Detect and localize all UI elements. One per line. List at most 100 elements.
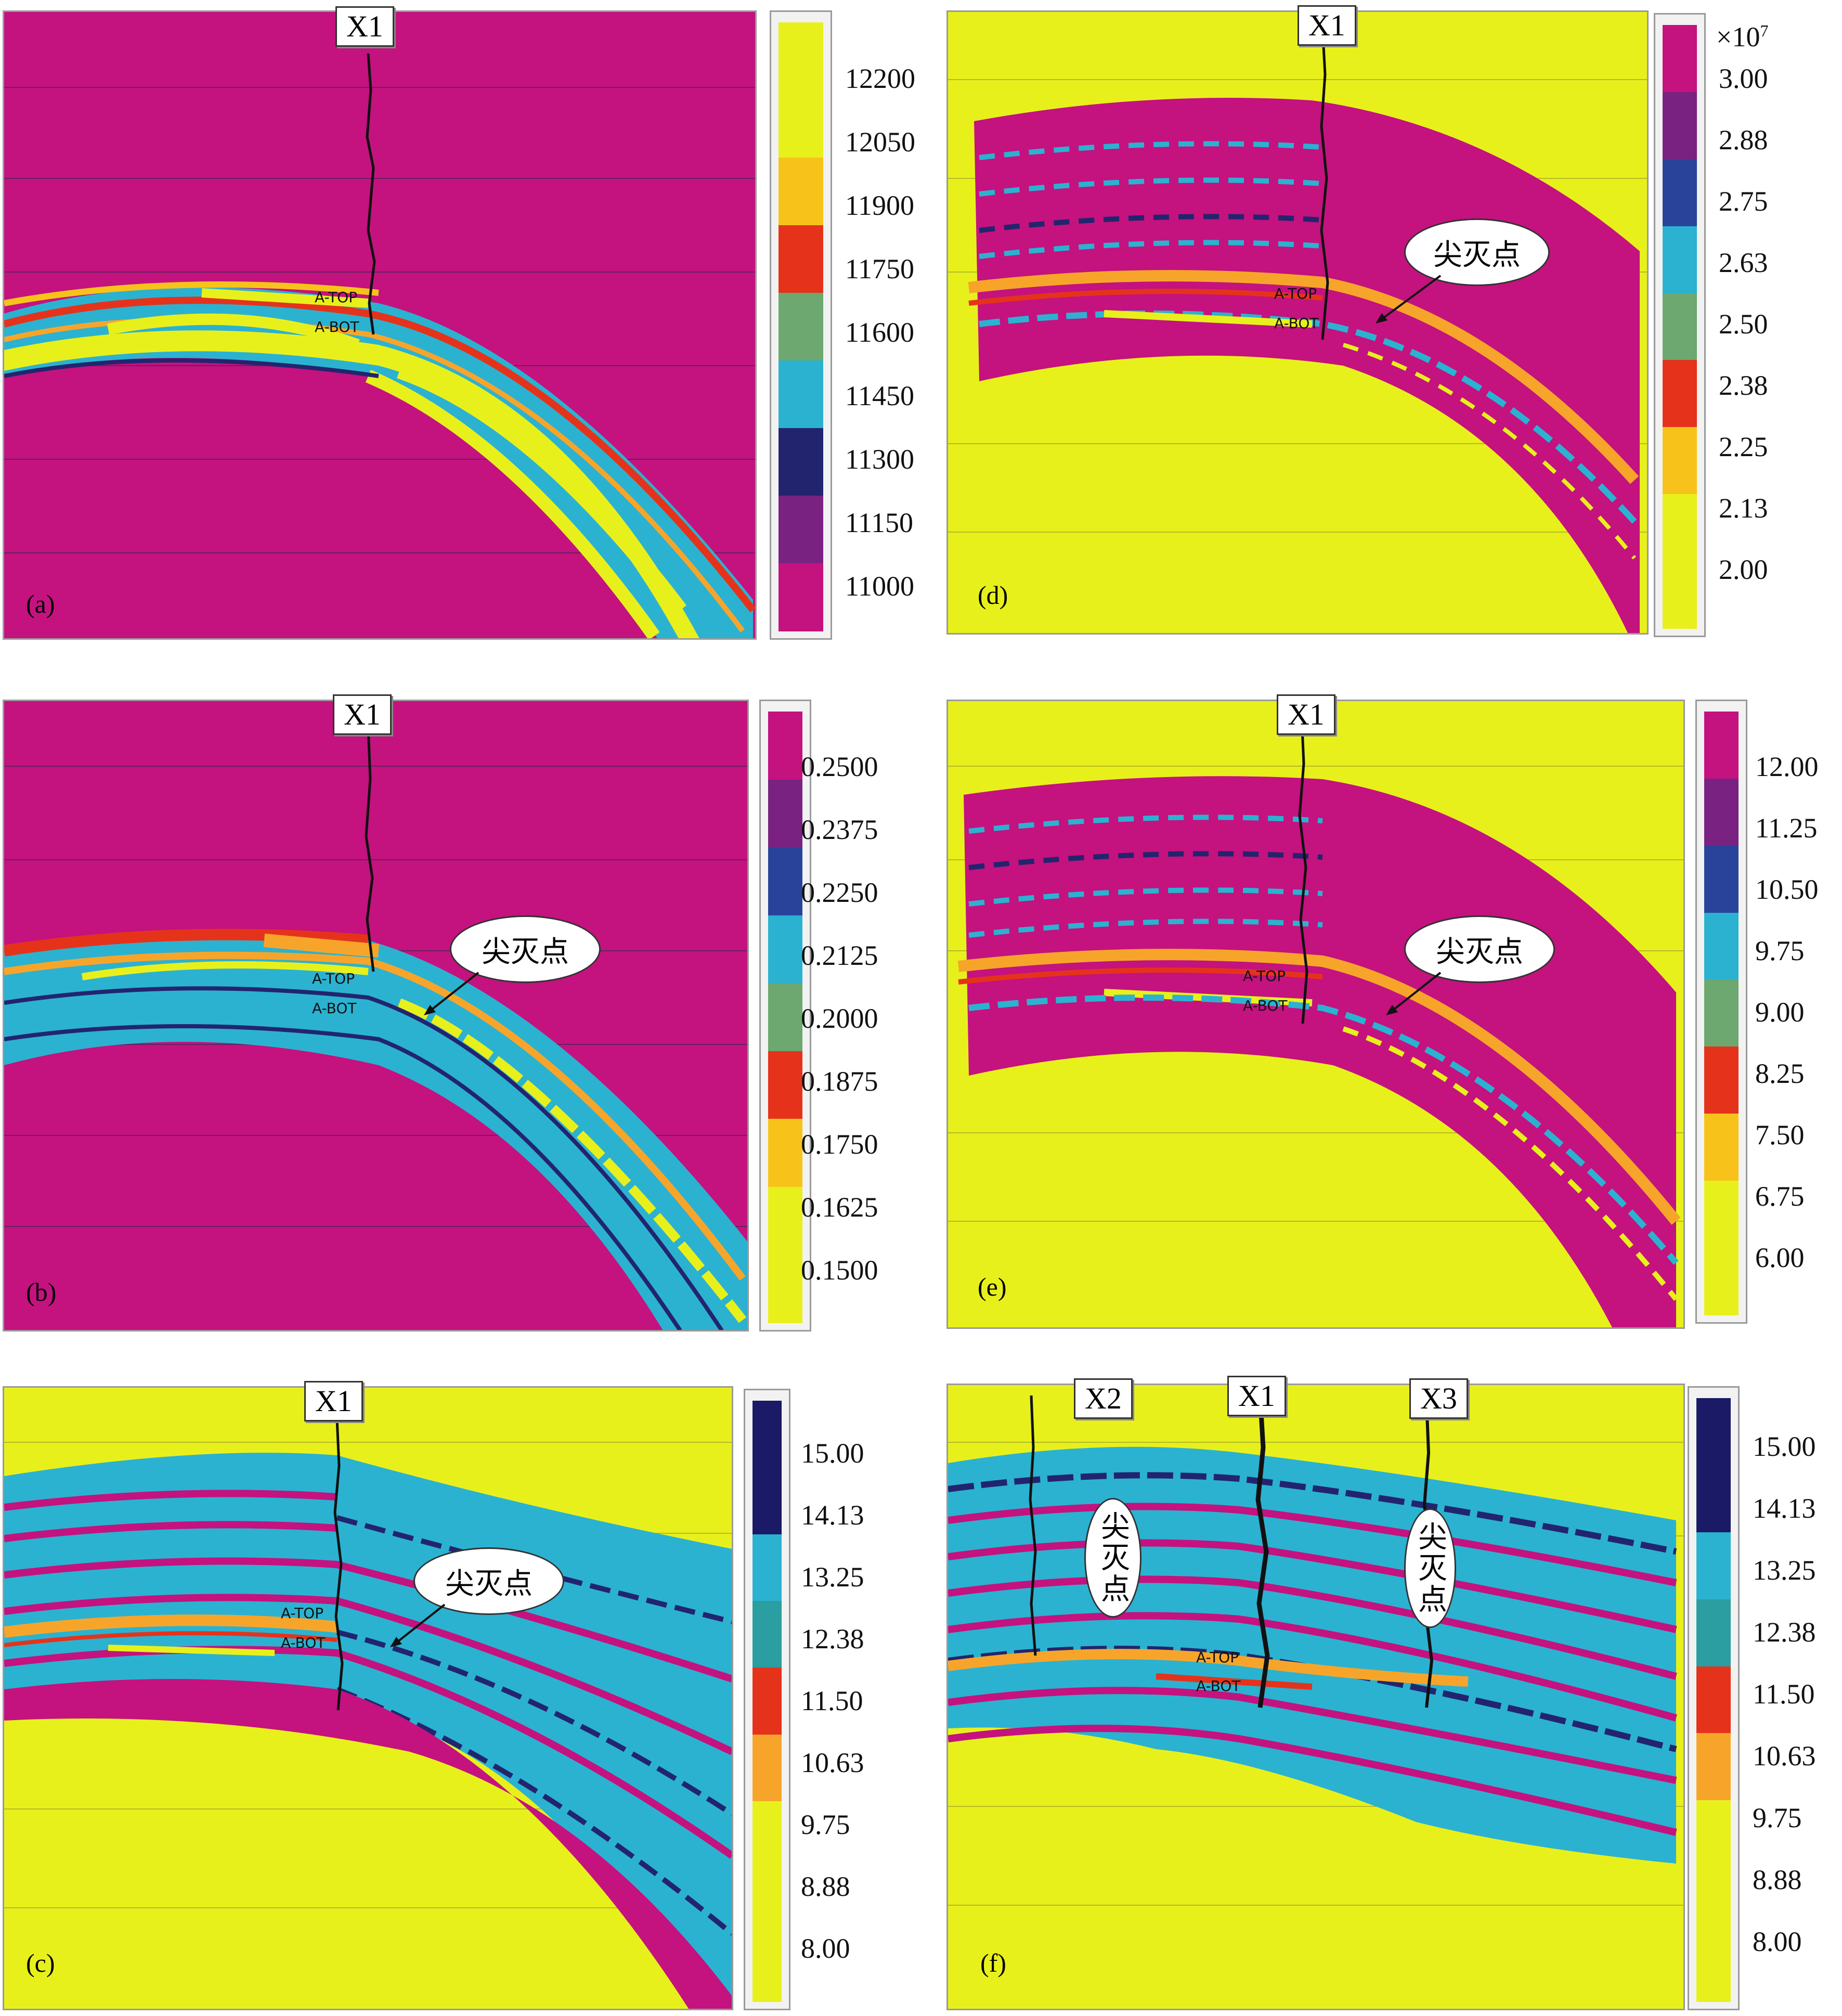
colorbar-swatch <box>753 1801 782 1869</box>
pinchout-callout-left: 尖灭点 <box>1084 1498 1141 1618</box>
colorbar-swatch <box>1663 293 1697 361</box>
callout-arrow <box>390 1604 446 1647</box>
marker-bot-label: A-BOT <box>1243 997 1288 1014</box>
colorbar-swatch <box>779 22 823 91</box>
section-image-c <box>4 1418 732 2009</box>
panel-label-d: (d) <box>978 580 1008 610</box>
colorbar-swatch <box>753 1668 782 1735</box>
colorbar-c <box>744 1389 790 2010</box>
colorbar-tick-label: 12050 <box>845 126 915 158</box>
colorbar-tick-label: 14.13 <box>801 1500 864 1531</box>
marker-bot-label: A-BOT <box>281 1634 326 1651</box>
colorbar-swatch <box>1663 226 1697 294</box>
colorbar-tick-label: 11900 <box>845 190 914 221</box>
colorbar-tick-label: 9.75 <box>801 1809 850 1840</box>
colorbar-swatch <box>779 225 823 293</box>
colorbar-swatch <box>1704 912 1739 980</box>
colorbar-swatch <box>779 90 823 158</box>
colorbar-b <box>759 700 811 1332</box>
colorbar-tick-label: 6.00 <box>1755 1242 1805 1273</box>
colorbar-tick-label: 11300 <box>845 444 914 475</box>
colorbar-swatch <box>779 293 823 361</box>
colorbar-swatch <box>1663 25 1697 93</box>
colorbar-tick-label: 8.00 <box>801 1933 850 1964</box>
panel-label-a: (a) <box>26 589 55 618</box>
marker-top-label: A-TOP <box>312 970 355 987</box>
colorbar-swatch <box>1696 1666 1731 1734</box>
colorbar-tick-label: 11.25 <box>1755 812 1818 844</box>
section-image-f <box>948 1395 1683 1906</box>
colorbar-tick-label: 3.00 <box>1719 63 1768 94</box>
well-label-x1: X1 <box>1298 5 1356 46</box>
colorbar-swatch <box>768 1051 802 1120</box>
colorbar-tick-label: 2.50 <box>1719 308 1768 340</box>
colorbar-swatch <box>1704 1248 1739 1315</box>
section-image-a <box>4 53 755 638</box>
well-label-x3: X3 <box>1409 1378 1468 1419</box>
colorbar-e <box>1695 700 1747 1324</box>
colorbar-swatch <box>768 1119 802 1187</box>
colorbar-tick-label: 8.88 <box>1753 1864 1802 1895</box>
colorbar-swatch <box>753 1734 782 1802</box>
marker-bot-label: A-BOT <box>312 1000 357 1017</box>
well-label-x1: X1 <box>1227 1376 1286 1416</box>
colorbar-tick-label: 12.38 <box>1753 1617 1816 1648</box>
marker-bot-label: A-BOT <box>315 318 359 335</box>
colorbar-tick-label: 10.63 <box>801 1747 864 1778</box>
colorbar-swatch <box>768 915 802 984</box>
colorbar-tick-label: 10.50 <box>1755 874 1819 905</box>
colorbar-tick-label: 0.2000 <box>801 1003 878 1034</box>
colorbar-swatch <box>1696 1867 1731 1935</box>
colorbar-tick-label: 11000 <box>845 571 914 602</box>
colorbar-tick-label: 11450 <box>845 380 914 411</box>
colorbar-swatch <box>1696 1398 1731 1466</box>
colorbar-swatch <box>779 563 823 631</box>
panel-label-e: (e) <box>978 1272 1007 1301</box>
colorbar-tick-label: 8.88 <box>801 1871 850 1902</box>
colorbar-d <box>1654 13 1706 637</box>
colorbar-swatch <box>768 712 802 780</box>
colorbar-tick-label: 8.25 <box>1755 1058 1805 1089</box>
seismic-section-b <box>3 700 749 1332</box>
colorbar-swatch <box>779 158 823 226</box>
colorbar-swatch <box>1704 1181 1739 1249</box>
colorbar-tick-label: 0.1625 <box>801 1192 878 1223</box>
colorbar-exponent: ×107 <box>1716 21 1769 53</box>
pinchout-callout: 尖灭点 <box>1404 218 1550 286</box>
seismic-section-d <box>946 10 1649 635</box>
callout-arrow <box>424 972 479 1015</box>
well-label-x1: X1 <box>333 694 392 735</box>
colorbar-swatch <box>779 496 823 564</box>
colorbar-swatch <box>768 983 802 1052</box>
colorbar-swatch <box>779 360 823 429</box>
colorbar-tick-label: 12.00 <box>1755 751 1819 782</box>
colorbar-swatch <box>1696 1465 1731 1533</box>
marker-bot-label: A-BOT <box>1196 1677 1241 1695</box>
marker-top-label: A-TOP <box>315 289 358 306</box>
colorbar-swatch <box>753 1534 782 1601</box>
colorbar-tick-label: 2.00 <box>1719 554 1768 585</box>
colorbar-swatch <box>779 428 823 496</box>
colorbar-swatch <box>1704 845 1739 913</box>
colorbar-swatch <box>753 1868 782 1935</box>
colorbar-swatch <box>1663 92 1697 160</box>
colorbar-tick-label: 14.13 <box>1753 1493 1816 1524</box>
callout-arrow <box>1386 972 1442 1015</box>
panel-label-f: (f) <box>980 1948 1006 1978</box>
colorbar-f <box>1688 1386 1740 2010</box>
panel-label-b: (b) <box>26 1277 57 1307</box>
colorbar-swatch <box>1663 159 1697 227</box>
colorbar-swatch <box>753 1601 782 1669</box>
colorbar-swatch <box>768 1255 802 1323</box>
pinchout-callout: 尖灭点 <box>1404 915 1555 983</box>
pinchout-callout: 尖灭点 <box>450 915 601 983</box>
colorbar-swatch <box>753 1934 782 2002</box>
marker-bot-label: A-BOT <box>1274 315 1319 332</box>
colorbar-tick-label: 9.75 <box>1753 1802 1802 1833</box>
marker-top-label: A-TOP <box>1243 967 1286 985</box>
colorbar-tick-label: 11750 <box>845 253 914 285</box>
colorbar-swatch <box>1663 561 1697 629</box>
colorbar-swatch <box>753 1467 782 1535</box>
marker-top-label: A-TOP <box>281 1605 324 1622</box>
colorbar-tick-label: 0.2500 <box>801 751 878 782</box>
